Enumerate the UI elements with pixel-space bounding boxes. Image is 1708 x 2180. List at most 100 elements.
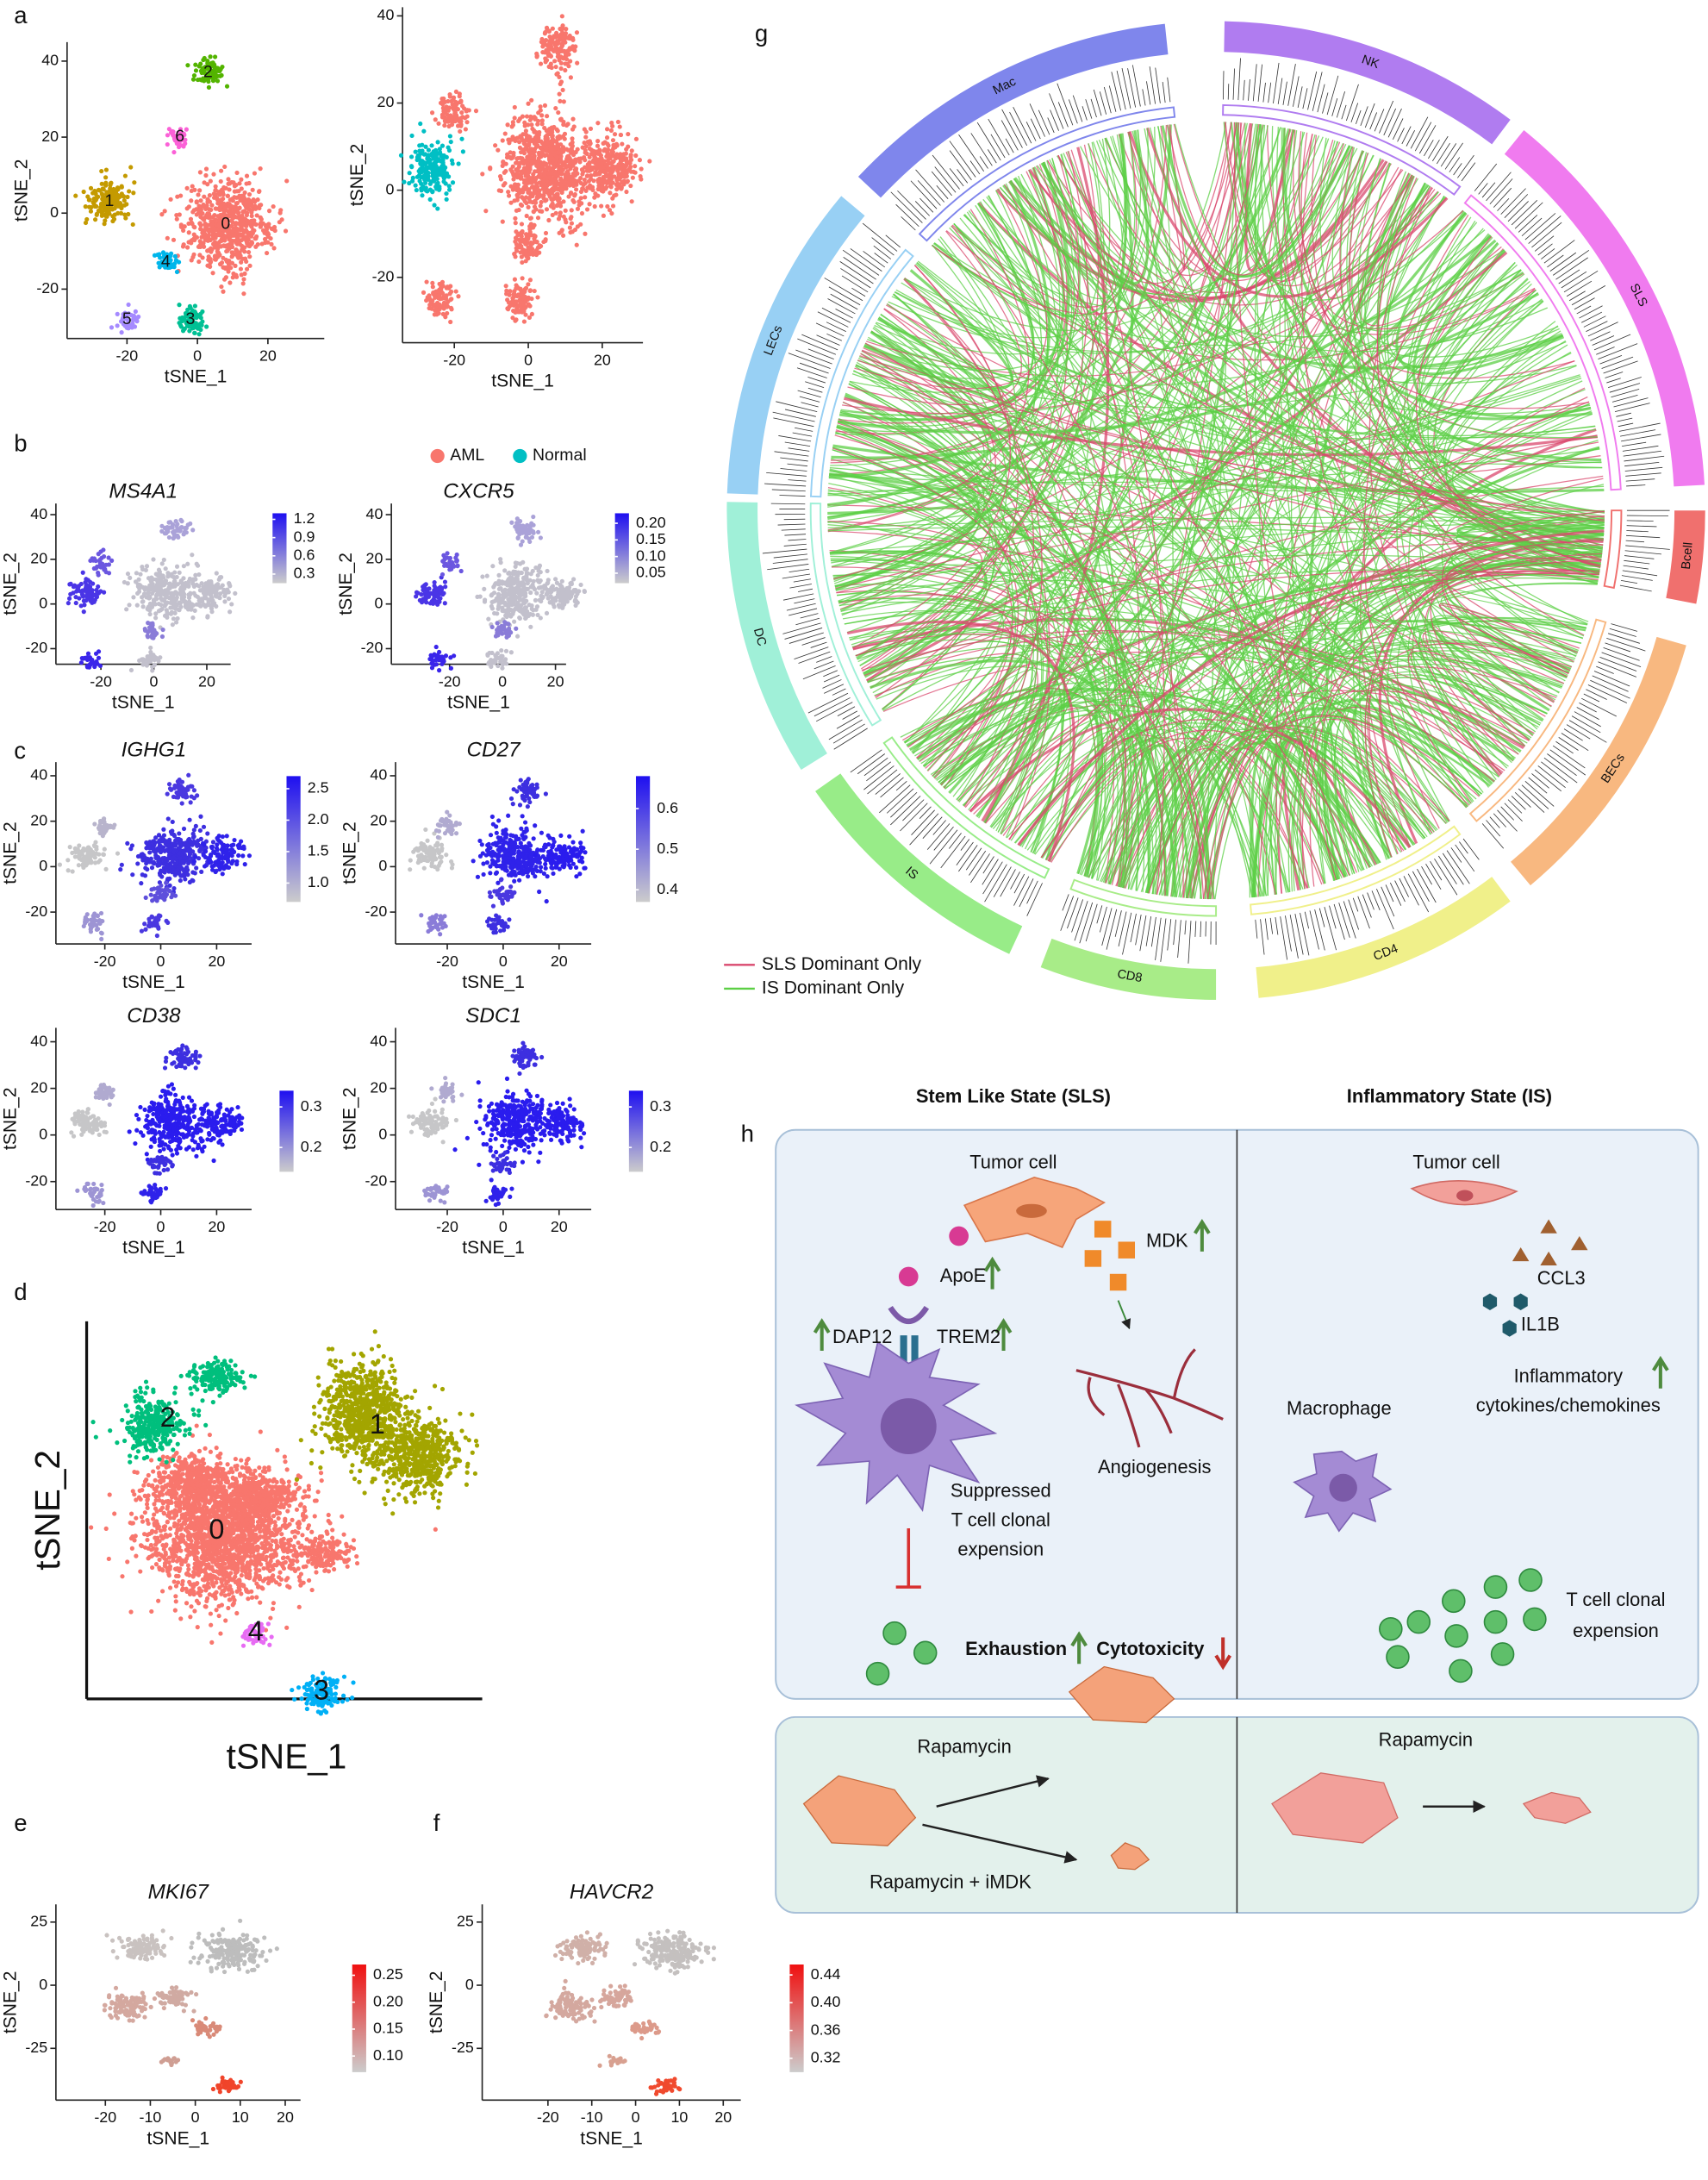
point: [186, 204, 191, 209]
plot-title: MS4A1: [109, 480, 178, 503]
point: [414, 187, 419, 193]
point: [236, 206, 241, 211]
point: [491, 590, 497, 596]
point: [175, 591, 180, 597]
point: [494, 596, 499, 602]
point: [515, 166, 521, 172]
point: [239, 186, 244, 191]
point: [525, 166, 531, 172]
point: [463, 127, 468, 132]
point: [473, 109, 479, 114]
point: [617, 124, 622, 129]
point: [122, 173, 128, 178]
point: [505, 122, 510, 128]
point: [145, 606, 150, 611]
cluster: [439, 551, 464, 578]
point: [559, 164, 564, 169]
point: [196, 64, 202, 69]
point: [208, 54, 213, 59]
point: [218, 66, 223, 72]
point: [423, 160, 428, 166]
point: [542, 586, 547, 591]
point: [510, 120, 515, 125]
point: [409, 165, 415, 170]
point: [271, 246, 277, 251]
point: [550, 203, 556, 208]
point: [214, 571, 219, 576]
point: [446, 285, 452, 290]
point: [604, 127, 610, 132]
x-tick-label: 0: [524, 351, 533, 368]
point: [518, 299, 523, 305]
point: [81, 598, 86, 603]
point: [526, 236, 531, 241]
point: [203, 206, 209, 212]
point: [595, 151, 601, 156]
point: [539, 118, 545, 123]
point: [221, 265, 226, 270]
point: [193, 854, 198, 859]
point: [230, 275, 235, 280]
point: [523, 605, 529, 610]
point: [555, 34, 560, 39]
point: [489, 659, 495, 665]
point: [628, 157, 634, 162]
point: [159, 561, 165, 566]
point: [115, 323, 120, 328]
point: [427, 303, 433, 308]
point: [110, 214, 115, 219]
point: [191, 859, 196, 864]
point: [165, 610, 170, 615]
point: [442, 99, 447, 104]
point: [266, 224, 271, 229]
point: [128, 667, 134, 673]
point: [482, 586, 487, 591]
point: [244, 173, 250, 178]
point: [515, 155, 521, 161]
point: [456, 161, 461, 166]
point: [593, 191, 598, 197]
point: [199, 581, 204, 586]
point: [536, 166, 541, 172]
point: [567, 225, 572, 230]
point: [196, 203, 202, 209]
point: [254, 205, 259, 210]
point: [229, 253, 235, 259]
point: [564, 53, 570, 58]
point: [153, 855, 159, 860]
cluster: [88, 547, 115, 578]
point: [171, 855, 177, 860]
point: [218, 575, 224, 580]
point: [252, 171, 258, 176]
point: [175, 615, 180, 622]
point: [578, 582, 583, 588]
point: [197, 188, 203, 193]
cluster: [536, 577, 587, 615]
point: [199, 322, 204, 328]
point: [535, 295, 540, 300]
point: [85, 578, 90, 583]
point: [86, 204, 92, 209]
point: [556, 41, 561, 46]
y-tick-label: 20: [41, 128, 59, 145]
point: [228, 280, 233, 285]
point: [447, 134, 452, 139]
point: [435, 587, 440, 592]
point: [68, 591, 73, 597]
point: [435, 594, 440, 600]
point: [184, 245, 190, 250]
point: [242, 862, 247, 867]
point: [530, 225, 536, 230]
point: [423, 187, 428, 192]
point: [592, 203, 597, 209]
point: [212, 212, 217, 218]
point: [429, 110, 435, 116]
point: [186, 602, 191, 607]
point: [558, 79, 564, 84]
point: [448, 319, 453, 325]
point: [161, 827, 166, 832]
point: [426, 147, 431, 153]
point: [563, 67, 568, 73]
point: [221, 289, 226, 294]
point: [628, 183, 633, 189]
